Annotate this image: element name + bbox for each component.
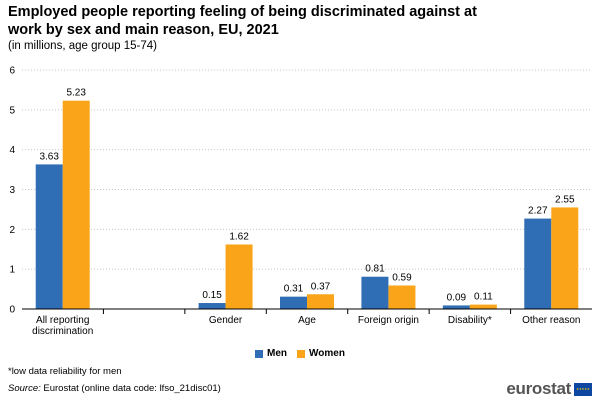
footnote: *low data reliability for men (8, 366, 122, 377)
data-label: 0.09 (447, 292, 467, 303)
eurostat-logo: eurostat ★★★★★ (506, 379, 592, 399)
source-note: Source: Eurostat (online data code: lfso… (8, 383, 221, 394)
legend: Men Women (0, 348, 600, 361)
data-label: 0.15 (202, 290, 222, 301)
data-label: 0.11 (474, 292, 493, 303)
x-category-label: Disability* (448, 315, 492, 326)
data-label: 2.55 (555, 194, 575, 205)
y-tick-label: 6 (9, 66, 15, 77)
legend-swatch (255, 349, 264, 358)
data-label: 0.81 (365, 264, 385, 275)
bar-men (361, 276, 389, 309)
legend-swatch (297, 349, 306, 358)
source-text: Eurostat (online data code: lfso_21disc0… (43, 383, 221, 394)
y-tick-label: 2 (9, 225, 15, 236)
bar-women (225, 244, 253, 309)
x-category-label: Age (298, 315, 316, 326)
data-label: 0.59 (392, 272, 412, 283)
bar-women (469, 304, 497, 309)
x-category-label: All reporting (36, 315, 89, 326)
bar-men (35, 164, 63, 309)
y-tick-label: 1 (9, 265, 15, 276)
eu-flag-icon: ★★★★★ (574, 382, 592, 396)
data-label: 0.31 (284, 284, 304, 295)
bar-women (62, 100, 90, 310)
y-tick-label: 3 (9, 185, 15, 196)
bar-men (198, 303, 226, 309)
y-tick-label: 0 (9, 305, 15, 316)
legend-item-women: Women (297, 348, 345, 359)
data-label: 3.63 (39, 151, 59, 162)
data-label: 1.62 (229, 231, 249, 242)
chart-subtitle: (in millions, age group 15-74) (8, 40, 157, 52)
bar-women (307, 294, 334, 309)
legend-item-men: Men (255, 348, 287, 359)
bar-men (442, 305, 470, 309)
legend-label: Women (309, 348, 345, 359)
data-label: 2.27 (528, 206, 548, 217)
y-tick-label: 5 (9, 105, 15, 116)
x-category-label: Foreign origin (358, 315, 419, 326)
bars: 3.63 5.23 0.15 1.62 0.31 0.37 0.81 0.59 0.09 0.11… (35, 88, 579, 310)
y-axis: 0 1 2 3 4 5 6 (9, 66, 15, 316)
y-tick-label: 4 (9, 145, 15, 156)
x-category-label: Gender (209, 315, 243, 326)
chart-title: Employed people reporting feeling of bei… (8, 4, 477, 38)
logo-text: eurostat (506, 379, 571, 398)
bar-women (551, 207, 579, 309)
x-category-label: Other reason (522, 315, 580, 326)
bar-women (388, 285, 416, 309)
source-label: Source: (8, 383, 41, 394)
data-label: 0.37 (311, 281, 331, 292)
bar-men (280, 296, 307, 309)
gridlines (22, 69, 592, 270)
legend-label: Men (267, 348, 288, 359)
bar-men (524, 218, 552, 309)
x-category-label: discrimination (32, 326, 93, 337)
data-label: 5.23 (66, 88, 86, 99)
